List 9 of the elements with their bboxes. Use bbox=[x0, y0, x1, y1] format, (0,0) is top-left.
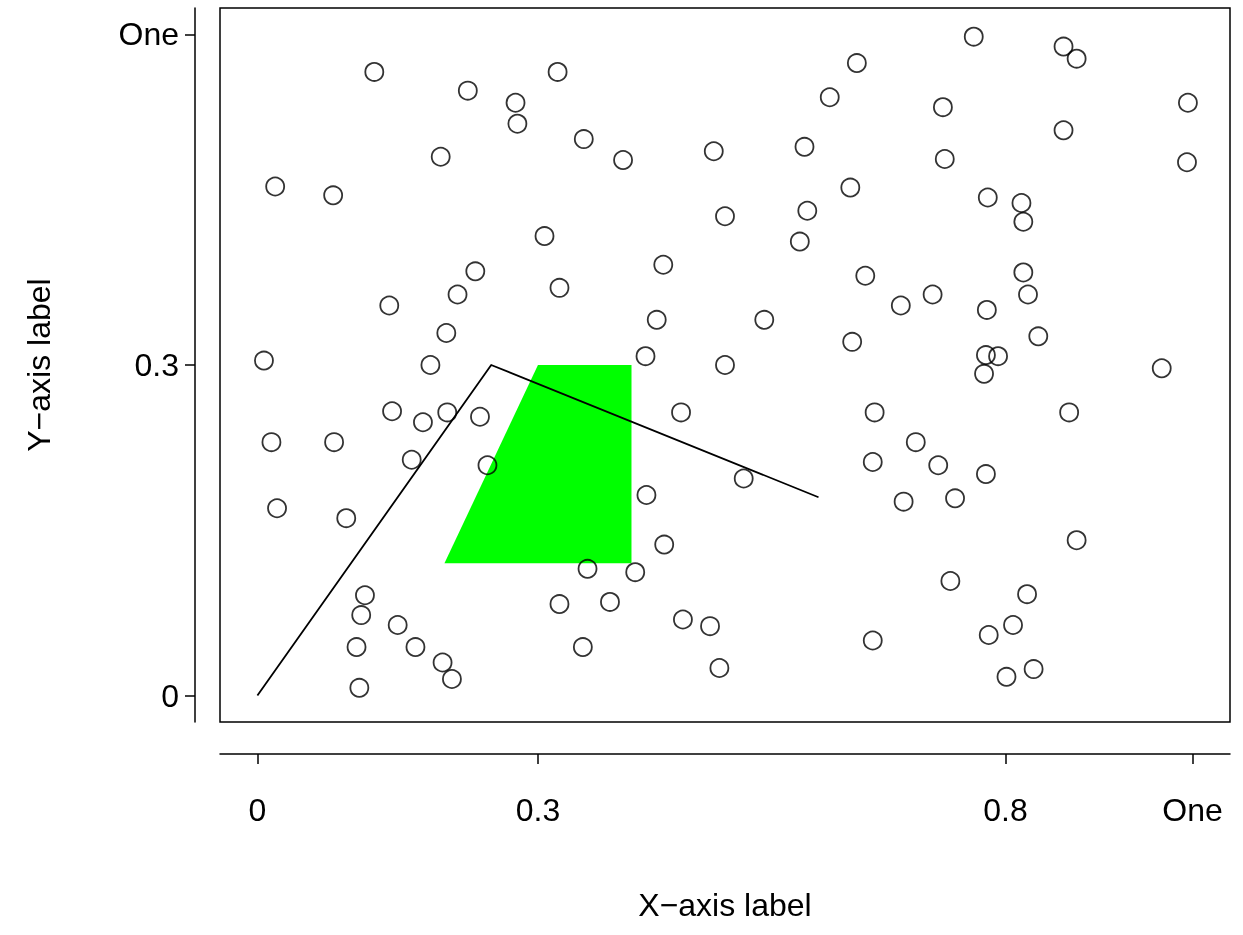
x-axis-title: X−axis label bbox=[638, 887, 812, 923]
y-axis-title: Y−axis label bbox=[21, 278, 57, 452]
x-tick-label: One bbox=[1162, 792, 1223, 828]
y-tick-label: 0 bbox=[161, 677, 179, 714]
y-tick-label: 0.3 bbox=[134, 347, 179, 383]
x-tick-label: 0.3 bbox=[515, 792, 561, 828]
x-tick-label: 0.8 bbox=[983, 792, 1028, 828]
x-tick-label: 0 bbox=[248, 792, 267, 828]
y-tick-label: One bbox=[118, 16, 179, 53]
